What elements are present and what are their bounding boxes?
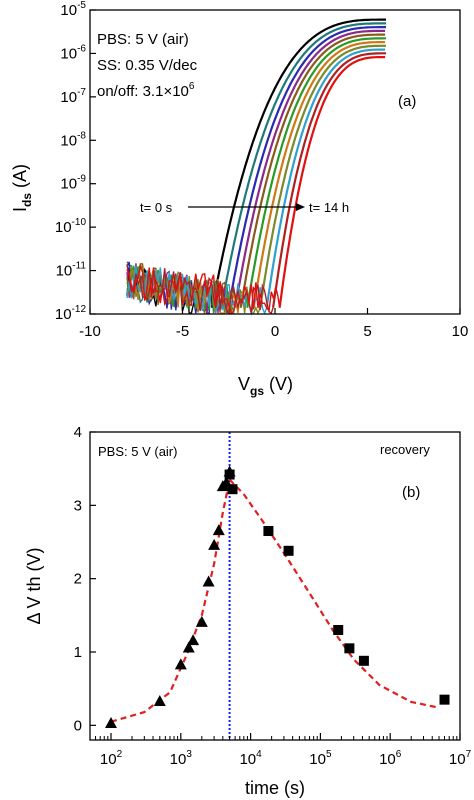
x-tick-label-b: 104 [239,749,262,768]
y-label-unit: (A) [10,164,30,188]
arrow-end-label: t= 14 h [309,200,349,215]
transfer-curve [220,22,386,308]
panel-label-b: (b) [402,484,420,501]
noise-trace [126,263,281,315]
fit-curves [110,478,440,723]
annotation-recovery: recovery [380,442,430,457]
y-label-main: I [10,207,30,212]
x-ticks-b: 102 103 104 105 106 107 [89,733,472,768]
x-tick-label-a: 0 [271,323,279,340]
y-tick-label-a: 10-11 [56,261,87,280]
y-tick-label-a: 10-10 [55,217,87,236]
transfer-curve [234,29,386,308]
stress-point [195,615,208,627]
transfer-curve [239,33,386,308]
x-label-unit: (V) [269,374,293,394]
plot-frame-b [89,431,461,741]
y-ticks-b: 0 1 2 3 4 [74,424,96,734]
y-axis-label-b: Δ V th (V) [24,547,44,624]
noise-trace [126,264,274,315]
stress-point [174,658,187,670]
y-tick-label-a: 10-8 [60,130,86,149]
panel-a: -10 -5 0 5 10 10-1210-1110-1010-910-810-710-… [10,0,468,398]
stress-point [202,575,215,587]
transfer-curve [211,18,386,308]
recovery-point [263,526,274,536]
plot-frame-a [89,9,461,315]
stress-fit-curve [110,479,231,723]
transfer-curve [278,56,386,308]
x-ticks-a: -10 -5 0 5 10 [79,308,468,340]
x-tick-label-a: -5 [176,323,189,340]
y-tick-label-a: 10-5 [60,0,86,19]
annotation-onoff: on/off: 3.1×106 [97,81,195,100]
recovery-fit-curve [228,478,440,709]
x-tick-label-a: -10 [79,323,101,340]
x-tick-label-a: 10 [452,323,469,340]
y-tick-label-a: 10-6 [60,43,86,62]
y-tick-label-b: 3 [74,497,82,514]
stress-point [153,695,166,707]
y-tick-label-b: 1 [74,644,82,661]
x-axis-label-b: time (s) [245,778,305,798]
transfer-curve [227,26,386,308]
transfer-curve [259,44,386,308]
transfer-curve [252,41,386,308]
recovery-point [333,625,344,635]
x-tick-label-b: 107 [449,749,472,768]
x-tick-label-a: 5 [363,323,371,340]
onoff-base: on/off: 3.1×10 [97,83,189,100]
panel-label-a: (a) [398,93,416,110]
x-tick-label-b: 106 [379,749,402,768]
y-ticks-a: 10-12 10-11 10-10 10-9 10-8 10-7 10-6 10-5 [55,0,96,323]
recovery-point [227,484,238,495]
time-arrowhead-a [296,203,305,211]
y-axis-label-a: Ids (A) [10,164,34,212]
y-tick-label-b: 0 [74,717,82,734]
recovery-point [358,655,369,666]
y-tick-label-a: 10-9 [60,174,86,193]
stress-point [208,538,221,550]
transfer-curve [265,48,386,308]
stress-point [105,717,118,729]
y-tick-label-b: 4 [74,424,82,441]
arrow-start-label: t= 0 s [140,200,173,215]
x-label-sub: gs [250,384,264,398]
transfer-curve [272,52,386,308]
y-tick-label-a: 10-7 [60,87,86,106]
x-tick-label-b: 105 [309,749,332,768]
x-label-main: V [238,374,250,394]
stress-point [182,641,195,653]
x-tick-label-b: 103 [170,749,193,768]
recovery-point [344,643,355,654]
annotation-pbs: PBS: 5 V (air) [97,31,189,48]
y-tick-label-a: 10-12 [55,304,87,323]
transfer-curve [246,37,386,308]
transfer-curves [211,18,386,308]
onoff-exp: 6 [189,81,195,92]
x-tick-label-b: 102 [100,749,123,768]
recovery-point [224,469,235,480]
annotation-ss: SS: 0.35 V/dec [97,57,198,74]
recovery-point [439,694,450,705]
off-state-noise [126,261,281,316]
stress-point [212,524,225,536]
x-axis-label-a: Vgs (V) [238,374,293,398]
y-tick-label-b: 2 [74,571,82,588]
stress-point [187,634,200,646]
data-points [105,465,450,729]
annotation-stress: PBS: 5 V (air) [98,444,177,459]
y-label-sub: ds [20,193,34,207]
recovery-point [283,545,294,556]
